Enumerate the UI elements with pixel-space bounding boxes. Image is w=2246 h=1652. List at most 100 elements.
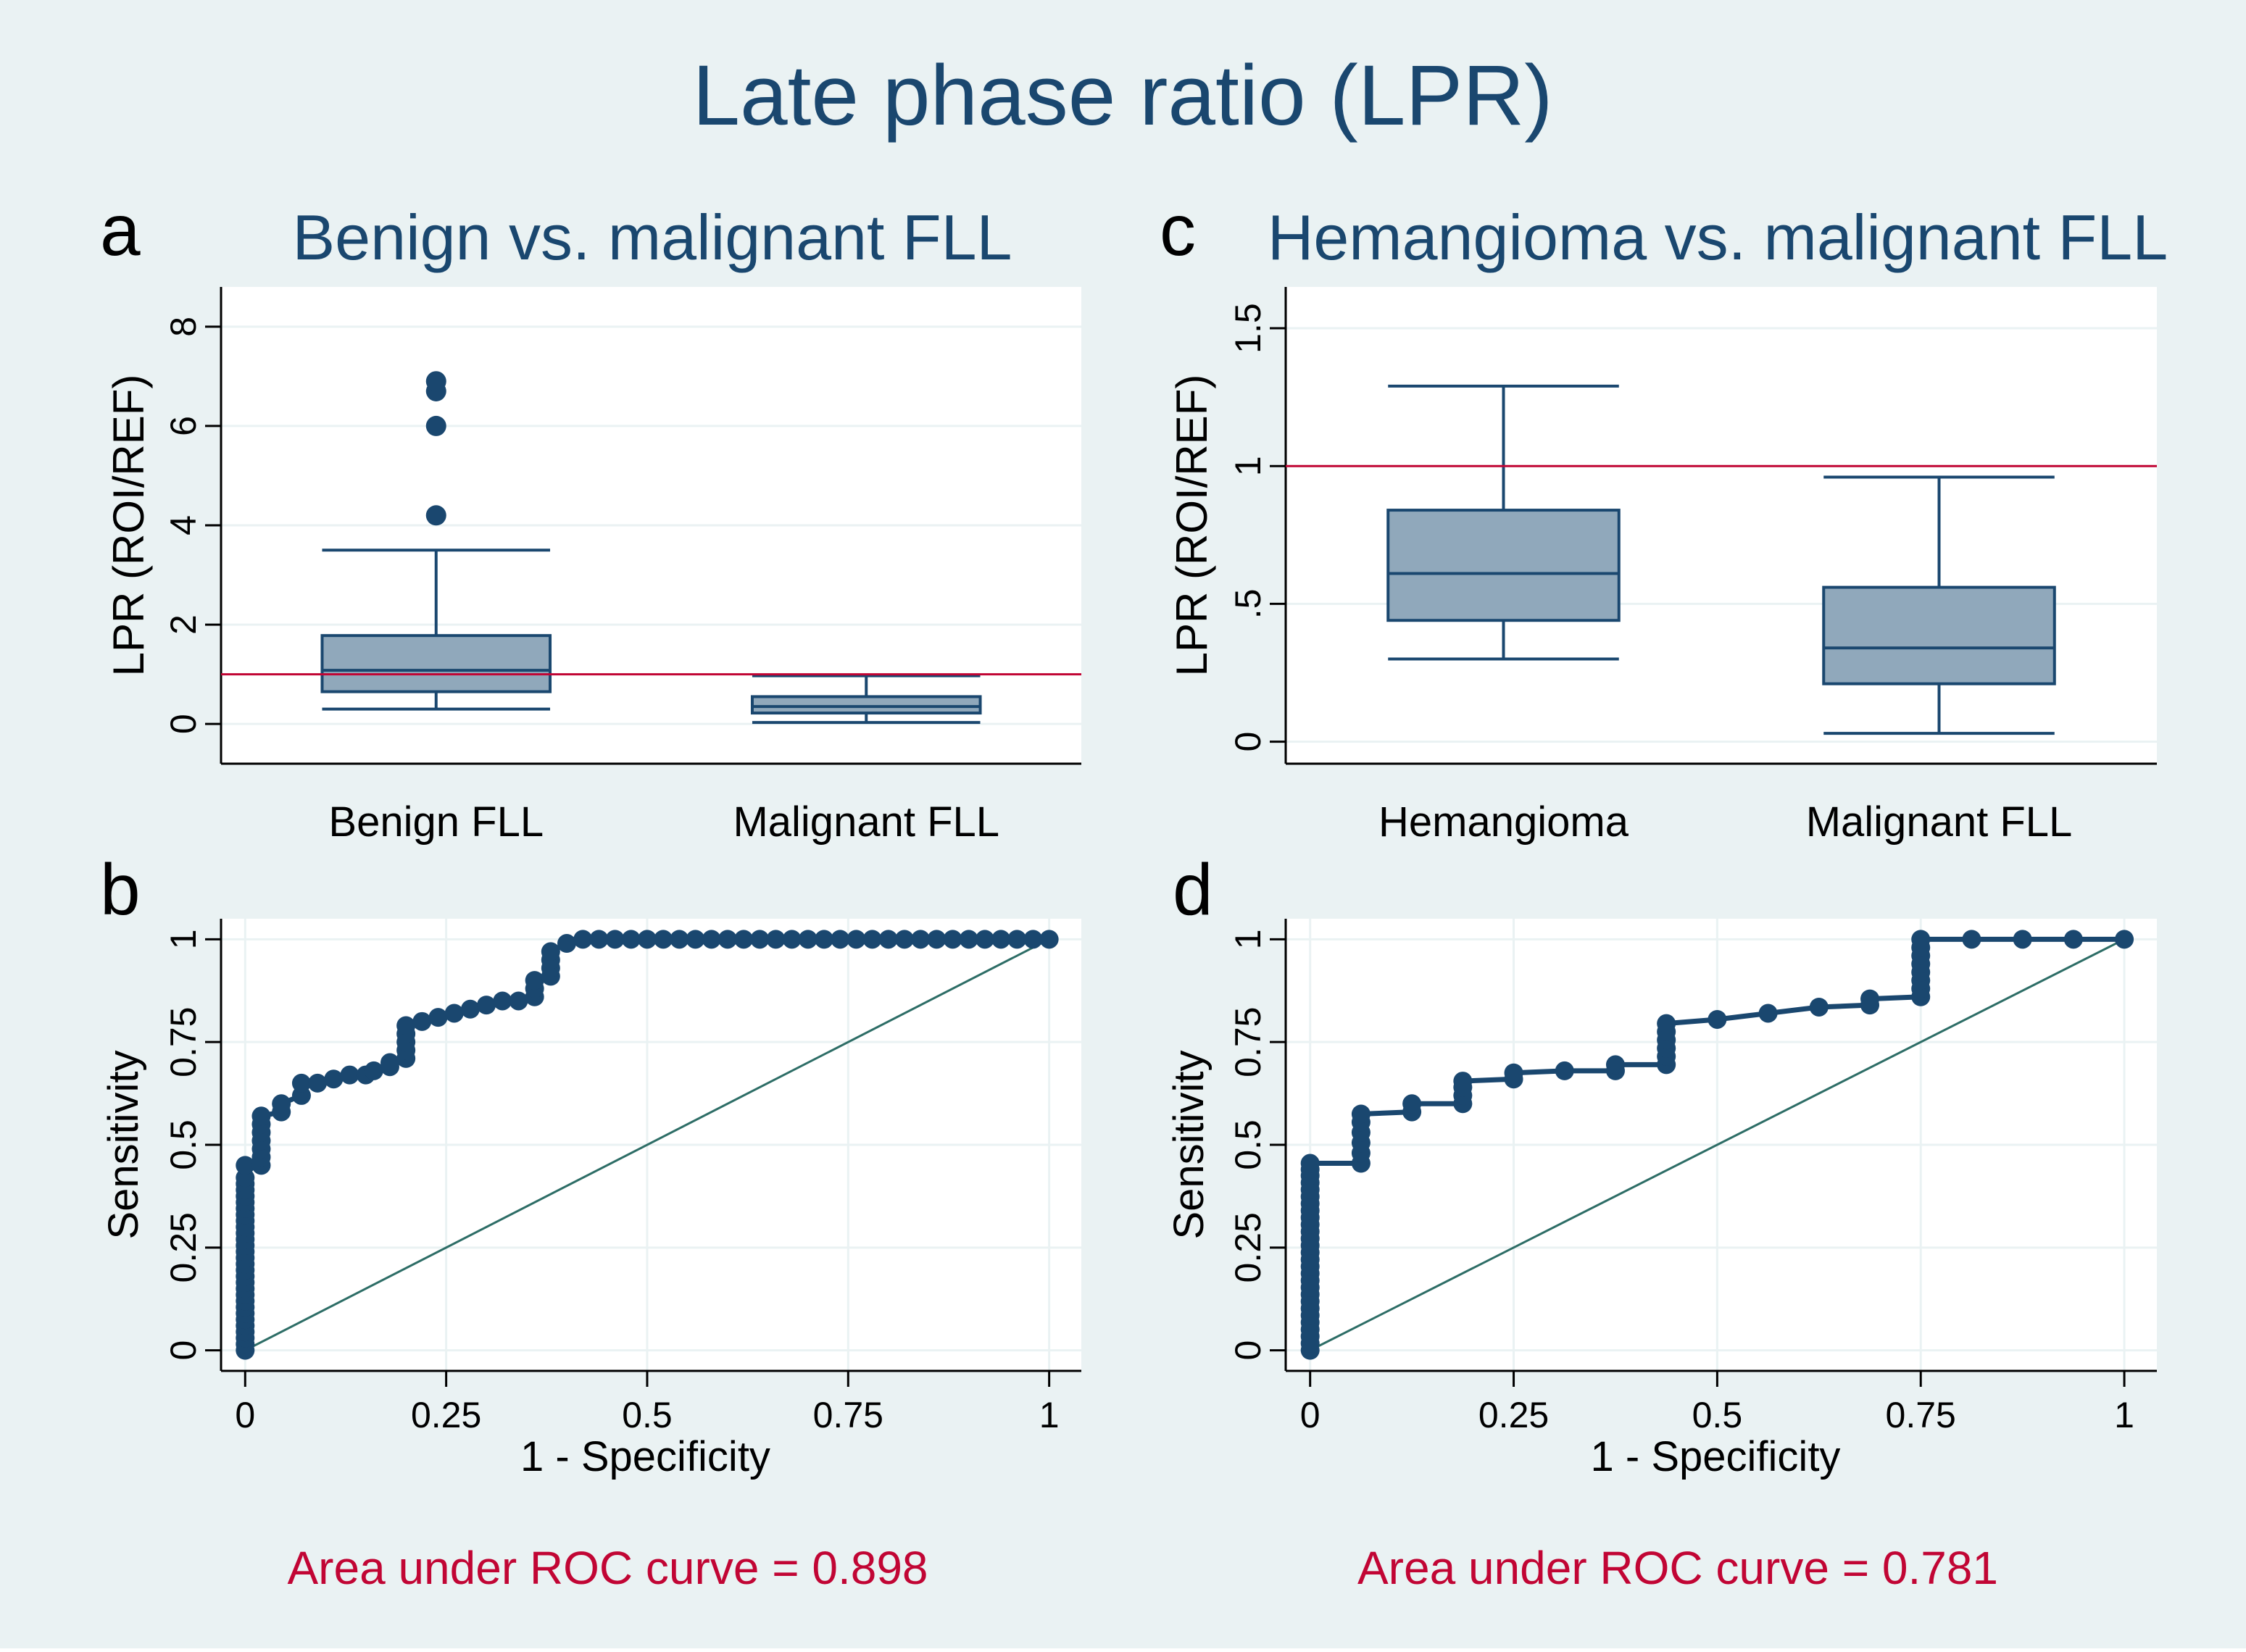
roc-point <box>959 930 978 949</box>
y-tick-label: 1 <box>1228 456 1268 476</box>
y-tick-label: 0.25 <box>163 1212 204 1282</box>
x-category-label: Malignant FLL <box>733 798 999 846</box>
y-axis-label-a: LPR (ROI/REF) <box>104 375 153 677</box>
roc-point <box>460 999 480 1019</box>
box-c-2-iqr <box>1822 585 2056 685</box>
y-tick-label: 0.75 <box>1228 1007 1268 1077</box>
roc-point <box>847 930 866 949</box>
roc-point <box>1758 1004 1778 1023</box>
box-a-1-outlier <box>425 505 446 526</box>
y-tick-label: 0 <box>163 1340 204 1361</box>
x-tick-label: 0 <box>1300 1395 1320 1435</box>
roc-point <box>308 1073 328 1093</box>
roc-point <box>272 1094 291 1114</box>
roc-point <box>324 1069 344 1089</box>
x-category-label: Benign FLL <box>328 798 544 846</box>
roc-point <box>251 1106 271 1126</box>
roc-point <box>1039 930 1059 949</box>
roc-point <box>911 930 931 949</box>
roc-point <box>718 930 737 949</box>
roc-point <box>1453 1072 1473 1091</box>
y-tick-label: .5 <box>1228 589 1268 620</box>
roc-point <box>525 971 544 990</box>
roc-point <box>1351 1104 1371 1124</box>
roc-point <box>637 930 657 949</box>
diagonal-reference-b <box>244 938 1050 1351</box>
roc-point <box>782 930 802 949</box>
x-tick-label: 0.5 <box>622 1395 673 1435</box>
x-tick-label: 0.25 <box>411 1395 481 1435</box>
box-a-1-iqr <box>320 634 552 693</box>
roc-point <box>557 934 577 954</box>
roc-point <box>364 1061 383 1080</box>
roc-point <box>686 930 705 949</box>
x-tick-label: 0.25 <box>1478 1395 1549 1435</box>
y-tick-label: 0.5 <box>1228 1119 1268 1170</box>
roc-point <box>1809 997 1829 1017</box>
panel-title-a: Benign vs. malignant FLL <box>292 201 1012 273</box>
roc-point <box>831 930 850 949</box>
roc-point <box>1962 930 1981 949</box>
roc-point <box>878 930 898 949</box>
y-tick-label: 1 <box>1228 929 1268 949</box>
auc-label-b: Area under ROC curve = 0.898 <box>287 1542 928 1594</box>
roc-point <box>1911 930 1931 949</box>
panel-title-c: Hemangioma vs. malignant FLL <box>1268 201 2168 273</box>
roc-point <box>1402 1094 1422 1114</box>
x-tick-label: 0.75 <box>1886 1395 1956 1435</box>
roc-point <box>2013 930 2032 949</box>
y-tick-label: 4 <box>163 515 204 535</box>
roc-point <box>1555 1061 1574 1080</box>
x-axis-label-b: 1 - Specificity <box>520 1433 770 1480</box>
roc-point <box>798 930 818 949</box>
roc-point <box>1860 989 1880 1009</box>
roc-point <box>412 1011 432 1031</box>
roc-point <box>340 1065 359 1085</box>
box-a-1-outlier <box>425 371 446 392</box>
panel-label-b: b <box>100 849 141 930</box>
panel-label-a: a <box>100 190 141 271</box>
x-category-label: Malignant FLL <box>1806 798 2073 846</box>
roc-point <box>750 930 770 949</box>
roc-point <box>766 930 786 949</box>
roc-point <box>654 930 673 949</box>
box-c-1-iqr <box>1386 509 1621 622</box>
roc-point <box>396 1016 416 1035</box>
roc-point <box>509 991 528 1011</box>
panel-label-c: c <box>1160 190 1196 271</box>
roc-point <box>991 930 1011 949</box>
y-tick-label: 1.5 <box>1228 303 1268 354</box>
y-tick-label: 1 <box>163 929 204 949</box>
roc-point <box>589 930 609 949</box>
roc-point <box>894 930 914 949</box>
y-tick-label: 6 <box>163 416 204 436</box>
roc-point <box>702 930 721 949</box>
roc-point <box>927 930 947 949</box>
y-axis-label-b: Sensitivity <box>100 1050 147 1239</box>
x-tick-label: 0.75 <box>813 1395 883 1435</box>
x-category-label: Hemangioma <box>1378 798 1629 846</box>
figure-title: Late phase ratio (LPR) <box>692 48 1552 143</box>
x-tick-label: 0.5 <box>1692 1395 1743 1435</box>
roc-point <box>621 930 641 949</box>
box-a-1-outlier <box>425 415 446 436</box>
roc-point <box>291 1073 311 1093</box>
roc-point <box>670 930 689 949</box>
x-tick-label: 1 <box>1039 1395 1060 1435</box>
y-tick-label: 0.25 <box>1228 1212 1268 1282</box>
roc-point <box>1605 1055 1625 1075</box>
y-tick-label: 0 <box>163 714 204 734</box>
roc-point <box>605 930 625 949</box>
x-tick-label: 0 <box>235 1395 255 1435</box>
auc-label-d: Area under ROC curve = 0.781 <box>1357 1542 1998 1594</box>
roc-point <box>815 930 834 949</box>
roc-point <box>1007 930 1027 949</box>
x-axis-label-d: 1 - Specificity <box>1591 1433 1841 1480</box>
panel-label-d: d <box>1173 849 1213 930</box>
roc-point <box>573 930 593 949</box>
roc-point <box>380 1053 399 1072</box>
box-a-2-iqr <box>750 695 982 715</box>
